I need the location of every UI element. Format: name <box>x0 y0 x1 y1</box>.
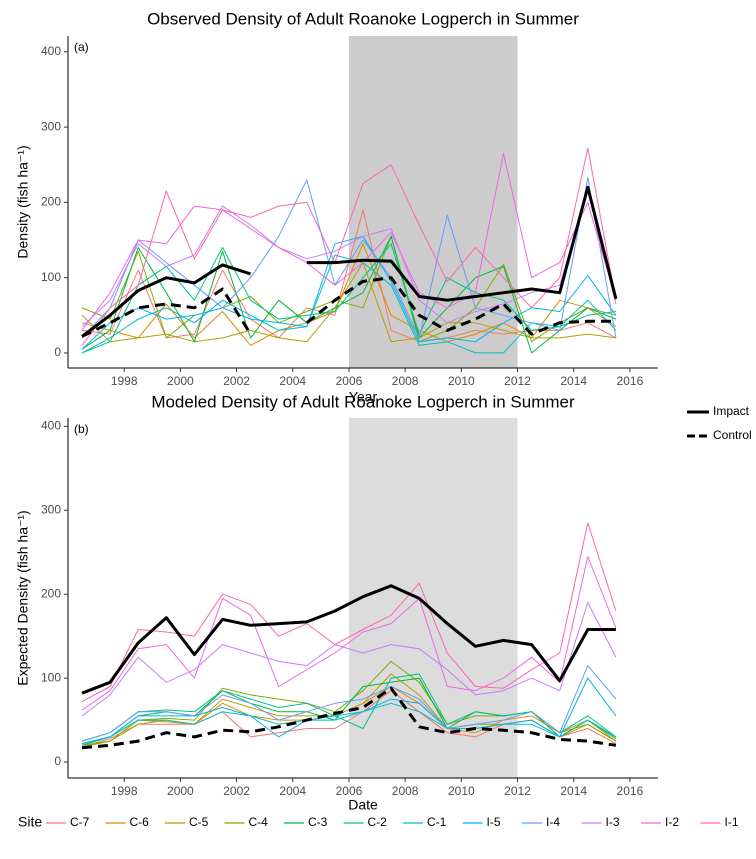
x-tick-label: 2006 <box>336 374 363 388</box>
site-line <box>81 235 617 350</box>
site-line <box>81 522 617 703</box>
x-tick-label: 2016 <box>617 784 644 798</box>
y-tick-label: 200 <box>41 586 61 600</box>
y-tick-label: 300 <box>41 119 61 133</box>
site-line <box>81 177 617 339</box>
y-tick-label: 100 <box>41 670 61 684</box>
site-line <box>81 673 617 742</box>
x-axis-label: Date <box>348 797 378 813</box>
x-tick-label: 2008 <box>392 374 419 388</box>
x-tick-label: 2010 <box>448 784 475 798</box>
chart-title: Modeled Density of Adult Roanoke Logperc… <box>151 392 575 411</box>
legend-label: I-5 <box>487 815 501 829</box>
x-tick-label: 2012 <box>504 374 531 388</box>
site-line <box>81 243 617 346</box>
x-tick-label: 2000 <box>167 784 194 798</box>
legend-label: Impact <box>713 404 750 418</box>
x-tick-label: 2000 <box>167 374 194 388</box>
legend-label: C-6 <box>130 815 150 829</box>
mean-line <box>81 584 616 695</box>
legend-label: C-1 <box>427 815 447 829</box>
legend-label: C-4 <box>249 815 269 829</box>
site-line <box>81 602 617 717</box>
legend-title: Site <box>18 814 42 830</box>
chart-title: Observed Density of Adult Roanoke Logper… <box>147 9 579 28</box>
x-tick-label: 2002 <box>223 784 250 798</box>
legend-label: Control <box>713 428 752 442</box>
legend-label: I-2 <box>665 815 679 829</box>
legend-label: I-3 <box>606 815 620 829</box>
x-tick-label: 2004 <box>279 784 306 798</box>
x-tick-label: 2002 <box>223 374 250 388</box>
legend-label: I-1 <box>725 815 739 829</box>
site-line <box>81 152 617 331</box>
shaded-period <box>348 36 518 368</box>
y-tick-label: 100 <box>41 270 61 284</box>
y-tick-label: 0 <box>54 345 61 359</box>
x-tick-label: 2008 <box>392 784 419 798</box>
mean-line <box>81 276 616 338</box>
y-tick-label: 300 <box>41 502 61 516</box>
y-tick-label: 400 <box>41 44 61 58</box>
legend-label: C-5 <box>189 815 209 829</box>
x-tick-label: 1998 <box>111 374 138 388</box>
panel-label: (b) <box>74 422 89 436</box>
x-tick-label: 2012 <box>504 784 531 798</box>
site-line <box>81 190 617 327</box>
legend-label: C-2 <box>368 815 388 829</box>
site-line <box>81 556 617 711</box>
x-tick-label: 2004 <box>279 374 306 388</box>
legend-label: C-3 <box>308 815 328 829</box>
site-line <box>81 677 617 745</box>
y-axis-label: Expected Density (fish ha⁻¹) <box>15 510 31 685</box>
site-line <box>81 235 617 354</box>
site-line <box>81 702 617 746</box>
x-tick-label: 2006 <box>336 784 363 798</box>
y-tick-label: 400 <box>41 419 61 433</box>
shaded-period <box>348 418 518 778</box>
site-line <box>81 665 617 742</box>
site-line <box>81 147 617 346</box>
y-tick-label: 0 <box>54 754 61 768</box>
site-line <box>81 262 616 343</box>
legend-label: C-7 <box>70 815 90 829</box>
x-tick-label: 2014 <box>560 374 587 388</box>
site-line <box>81 243 616 354</box>
mean-line <box>81 185 618 338</box>
panel-label: (a) <box>74 40 89 54</box>
x-tick-label: 2014 <box>560 784 587 798</box>
y-tick-label: 200 <box>41 195 61 209</box>
x-axis-label: Year <box>349 389 378 405</box>
x-tick-label: 2010 <box>448 374 475 388</box>
legend-label: I-4 <box>546 815 560 829</box>
x-tick-label: 1998 <box>111 784 138 798</box>
x-tick-label: 2016 <box>617 374 644 388</box>
mean-line <box>81 686 617 750</box>
y-axis-label: Density (fish ha⁻¹) <box>15 145 31 258</box>
